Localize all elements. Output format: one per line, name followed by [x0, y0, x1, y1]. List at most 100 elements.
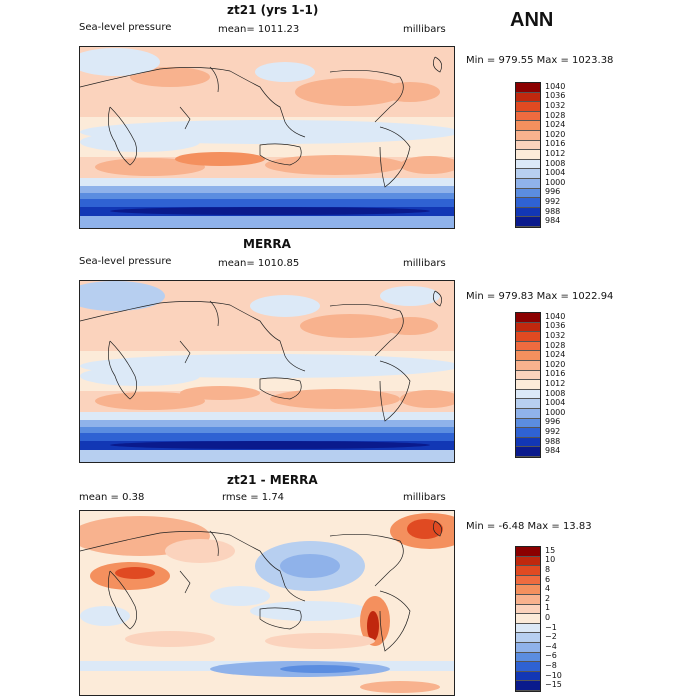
- panel-3-map: [79, 510, 455, 696]
- panel-3-title: zt21 - MERRA: [227, 473, 318, 487]
- colorbar-tick-label: 984: [545, 216, 561, 226]
- colorbar-cell: [516, 198, 540, 208]
- colorbar-tick-label: 1012: [545, 379, 566, 388]
- panel-1-title: zt21 (yrs 1-1): [227, 3, 319, 17]
- colorbar-tick-label: 1: [545, 603, 551, 613]
- colorbar-tick-label: 1000: [545, 177, 566, 187]
- colorbar-cell: [516, 207, 540, 218]
- colorbar-tick-label: −2: [545, 632, 557, 642]
- colorbar-tick-label: 1004: [545, 398, 566, 408]
- colorbar-tick-label: 1016: [545, 369, 566, 379]
- panel-3-rmse: rmse = 1.74: [222, 492, 285, 503]
- colorbar-tick-label: 988: [545, 436, 561, 446]
- colorbar-cell: [516, 313, 540, 323]
- colorbar-tick-label: 1036: [545, 91, 566, 101]
- colorbar-tick-label: 1024: [545, 120, 566, 130]
- colorbar-tick-label: 992: [545, 197, 561, 206]
- panel-2-title: MERRA: [243, 237, 291, 251]
- colorbar-cell: [516, 418, 540, 429]
- colorbar-cell: [516, 447, 540, 457]
- panel-2-units: millibars: [403, 258, 446, 269]
- colorbar-tick-label: 992: [545, 427, 561, 436]
- panel-1-colorbar: [515, 82, 541, 228]
- colorbar-tick-label: 1032: [545, 101, 566, 110]
- colorbar-cell: [516, 566, 540, 576]
- colorbar-cell: [516, 585, 540, 595]
- panel-2-minmax: Min = 979.83 Max = 1022.94: [466, 291, 614, 302]
- colorbar-cell: [516, 671, 540, 682]
- colorbar-cell: [516, 188, 540, 199]
- colorbar-tick-label: 1032: [545, 331, 566, 340]
- colorbar-tick-label: 996: [545, 417, 561, 427]
- panel-3-units: millibars: [403, 492, 446, 503]
- colorbar-cell: [516, 652, 540, 663]
- panel-1-mean: mean= 1011.23: [218, 24, 300, 35]
- colorbar-tick-label: 1008: [545, 158, 566, 168]
- colorbar-cell: [516, 380, 540, 390]
- colorbar-cell: [516, 102, 540, 112]
- colorbar-cell: [516, 633, 540, 643]
- colorbar-cell: [516, 159, 540, 170]
- panel-1-variable: Sea-level pressure: [79, 22, 172, 33]
- colorbar-cell: [516, 351, 540, 361]
- colorbar-tick-label: 1012: [545, 149, 566, 158]
- colorbar-cell: [516, 662, 540, 672]
- colorbar-cell: [516, 150, 540, 160]
- panel-3-colorbar: [515, 546, 541, 692]
- colorbar-cell: [516, 111, 540, 122]
- colorbar-tick-label: 1040: [545, 81, 566, 91]
- colorbar-cell: [516, 556, 540, 567]
- panel-1-units: millibars: [403, 24, 446, 35]
- colorbar-tick-label: 1008: [545, 388, 566, 398]
- colorbar-tick-label: 1004: [545, 168, 566, 178]
- colorbar-cell: [516, 681, 540, 691]
- colorbar-cell: [516, 642, 540, 653]
- colorbar-tick-label: −6: [545, 651, 557, 661]
- colorbar-tick-label: 1040: [545, 311, 566, 321]
- colorbar-cell: [516, 92, 540, 103]
- colorbar-tick-label: 1000: [545, 407, 566, 417]
- colorbar-cell: [516, 83, 540, 93]
- colorbar-cell: [516, 178, 540, 189]
- panel-3-minmax: Min = -6.48 Max = 13.83: [466, 521, 592, 532]
- colorbar-tick-label: 4: [545, 584, 551, 594]
- colorbar-cell: [516, 623, 540, 634]
- colorbar-cell: [516, 217, 540, 227]
- colorbar-tick-label: 988: [545, 206, 561, 216]
- panel-2-map: [79, 280, 455, 463]
- colorbar-tick-label: 1016: [545, 139, 566, 149]
- colorbar-cell: [516, 322, 540, 333]
- colorbar-cell: [516, 408, 540, 419]
- colorbar-cell: [516, 604, 540, 615]
- panel-1-minmax: Min = 979.55 Max = 1023.38: [466, 55, 614, 66]
- colorbar-cell: [516, 594, 540, 605]
- colorbar-cell: [516, 140, 540, 151]
- colorbar-tick-label: 1020: [545, 129, 566, 139]
- colorbar-tick-label: −8: [545, 661, 557, 670]
- colorbar-cell: [516, 130, 540, 141]
- colorbar-cell: [516, 360, 540, 371]
- colorbar-tick-label: 15: [545, 545, 556, 555]
- colorbar-tick-label: 1024: [545, 350, 566, 360]
- colorbar-cell: [516, 428, 540, 438]
- colorbar-tick-label: 0: [545, 613, 551, 622]
- colorbar-cell: [516, 341, 540, 352]
- colorbar-cell: [516, 547, 540, 557]
- colorbar-tick-label: −10: [545, 670, 562, 680]
- panel-2-variable: Sea-level pressure: [79, 256, 172, 267]
- colorbar-tick-label: −1: [545, 622, 557, 632]
- colorbar-tick-label: 2: [545, 593, 551, 603]
- panel-1-map: [79, 46, 455, 229]
- colorbar-cell: [516, 169, 540, 179]
- colorbar-cell: [516, 332, 540, 342]
- colorbar-tick-label: 1028: [545, 340, 566, 350]
- colorbar-cell: [516, 575, 540, 586]
- colorbar-cell: [516, 389, 540, 400]
- colorbar-tick-label: 984: [545, 446, 561, 456]
- colorbar-cell: [516, 370, 540, 381]
- colorbar-tick-label: 996: [545, 187, 561, 197]
- colorbar-tick-label: 1028: [545, 110, 566, 120]
- colorbar-tick-label: 1020: [545, 359, 566, 369]
- colorbar-cell: [516, 399, 540, 409]
- colorbar-tick-label: 10: [545, 555, 556, 565]
